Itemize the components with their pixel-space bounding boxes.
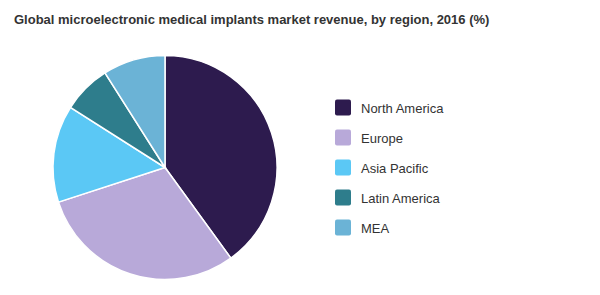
- pie-slice: [105, 56, 165, 168]
- legend: North America Europe Asia Pacific Latin Ame…: [335, 100, 444, 236]
- title: Global microelectronic medical implants …: [14, 12, 489, 27]
- pie: [53, 56, 277, 280]
- legend-swatch: [335, 190, 351, 206]
- legend-label: North America: [361, 101, 444, 116]
- chart-container: Global microelectronic medical implants …: [0, 0, 600, 295]
- legend-label: Asia Pacific: [361, 161, 429, 176]
- legend-label: Latin America: [361, 191, 441, 206]
- legend-swatch: [335, 220, 351, 236]
- legend-swatch: [335, 100, 351, 116]
- legend-label: Europe: [361, 131, 403, 146]
- chart: Global microelectronic medical implants …: [0, 0, 600, 295]
- legend-swatch: [335, 130, 351, 146]
- legend-swatch: [335, 160, 351, 176]
- legend-label: MEA: [361, 221, 390, 236]
